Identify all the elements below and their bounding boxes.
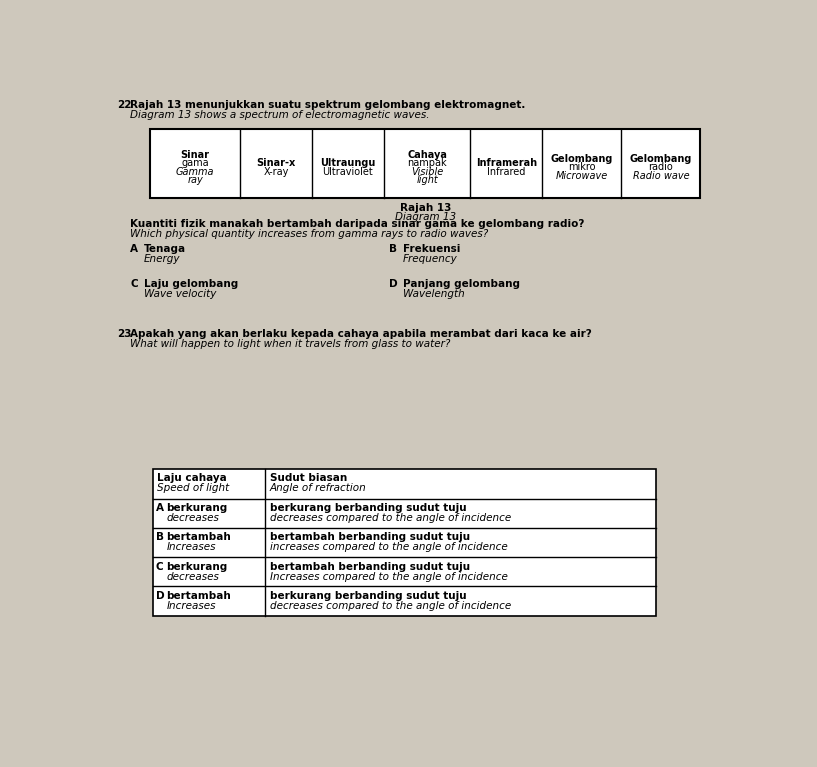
Text: Ultraungu: Ultraungu xyxy=(320,158,376,168)
Text: berkurang berbanding sudut tuju: berkurang berbanding sudut tuju xyxy=(270,503,467,513)
Text: ray: ray xyxy=(187,175,203,185)
Bar xyxy=(150,129,700,199)
Text: Frekuensi: Frekuensi xyxy=(403,244,460,254)
Text: bertambah: bertambah xyxy=(167,532,231,542)
Text: B: B xyxy=(389,244,397,254)
Text: Inframerah: Inframerah xyxy=(475,158,537,168)
Text: Rajah 13: Rajah 13 xyxy=(400,203,451,213)
Text: decreases: decreases xyxy=(167,571,219,581)
Text: Gelombang: Gelombang xyxy=(551,154,613,164)
Text: radio: radio xyxy=(649,163,673,173)
Text: Radio wave: Radio wave xyxy=(632,171,690,181)
Text: Tenaga: Tenaga xyxy=(144,244,186,254)
Text: Increases compared to the angle of incidence: Increases compared to the angle of incid… xyxy=(270,571,507,581)
Text: Microwave: Microwave xyxy=(556,171,608,181)
Text: Angle of refraction: Angle of refraction xyxy=(270,483,366,493)
Text: Energy: Energy xyxy=(144,254,181,264)
Bar xyxy=(153,469,656,616)
Text: Wave velocity: Wave velocity xyxy=(144,289,217,299)
Text: bertambah berbanding sudut tuju: bertambah berbanding sudut tuju xyxy=(270,532,470,542)
Text: Sudut biasan: Sudut biasan xyxy=(270,473,346,483)
Text: increases compared to the angle of incidence: increases compared to the angle of incid… xyxy=(270,542,507,552)
Text: Panjang gelombang: Panjang gelombang xyxy=(403,279,520,289)
Text: C: C xyxy=(155,561,163,571)
Text: D: D xyxy=(155,591,164,601)
Text: 22: 22 xyxy=(118,100,132,110)
Text: What will happen to light when it travels from glass to water?: What will happen to light when it travel… xyxy=(130,339,450,349)
Text: Laju cahaya: Laju cahaya xyxy=(157,473,227,483)
Text: Frequency: Frequency xyxy=(403,254,458,264)
Text: Laju gelombang: Laju gelombang xyxy=(144,279,239,289)
Text: Apakah yang akan berlaku kepada cahaya apabila merambat dari kaca ke air?: Apakah yang akan berlaku kepada cahaya a… xyxy=(130,329,592,339)
Text: Wavelength: Wavelength xyxy=(403,289,465,299)
Text: A: A xyxy=(130,244,138,254)
Text: Sinar-x: Sinar-x xyxy=(257,158,296,168)
Text: bertambah: bertambah xyxy=(167,591,231,601)
Text: Cahaya: Cahaya xyxy=(407,150,447,160)
Text: decreases: decreases xyxy=(167,513,219,523)
Text: bertambah berbanding sudut tuju: bertambah berbanding sudut tuju xyxy=(270,561,470,571)
Text: B: B xyxy=(155,532,163,542)
Text: berkurang berbanding sudut tuju: berkurang berbanding sudut tuju xyxy=(270,591,467,601)
Text: decreases compared to the angle of incidence: decreases compared to the angle of incid… xyxy=(270,513,511,523)
Text: C: C xyxy=(130,279,137,289)
Text: D: D xyxy=(389,279,398,289)
Text: light: light xyxy=(416,175,438,185)
Text: Sinar: Sinar xyxy=(181,150,210,160)
Text: berkurang: berkurang xyxy=(167,503,228,513)
Text: Diagram 13 shows a spectrum of electromagnetic waves.: Diagram 13 shows a spectrum of electroma… xyxy=(130,110,430,120)
Text: Gamma: Gamma xyxy=(176,166,214,176)
Text: gama: gama xyxy=(181,158,209,168)
Text: mikro: mikro xyxy=(568,163,596,173)
Text: Infrared: Infrared xyxy=(487,166,525,176)
Text: Ultraviolet: Ultraviolet xyxy=(323,166,373,176)
Text: X-ray: X-ray xyxy=(263,166,288,176)
Text: Kuantiti fizik manakah bertambah daripada sinar gama ke gelombang radio?: Kuantiti fizik manakah bertambah daripad… xyxy=(130,219,584,229)
Text: Visible: Visible xyxy=(411,166,444,176)
Text: A: A xyxy=(155,503,163,513)
Text: berkurang: berkurang xyxy=(167,561,228,571)
Text: nampak: nampak xyxy=(408,158,447,168)
Text: Which physical quantity increases from gamma rays to radio waves?: Which physical quantity increases from g… xyxy=(130,229,489,239)
Text: Diagram 13: Diagram 13 xyxy=(395,212,456,222)
Text: Gelombang: Gelombang xyxy=(630,154,692,164)
Text: decreases compared to the angle of incidence: decreases compared to the angle of incid… xyxy=(270,601,511,611)
Text: 23: 23 xyxy=(118,329,132,339)
Text: Increases: Increases xyxy=(167,542,216,552)
Text: Rajah 13 menunjukkan suatu spektrum gelombang elektromagnet.: Rajah 13 menunjukkan suatu spektrum gelo… xyxy=(130,100,525,110)
Text: Speed of light: Speed of light xyxy=(157,483,230,493)
Text: Increases: Increases xyxy=(167,601,216,611)
